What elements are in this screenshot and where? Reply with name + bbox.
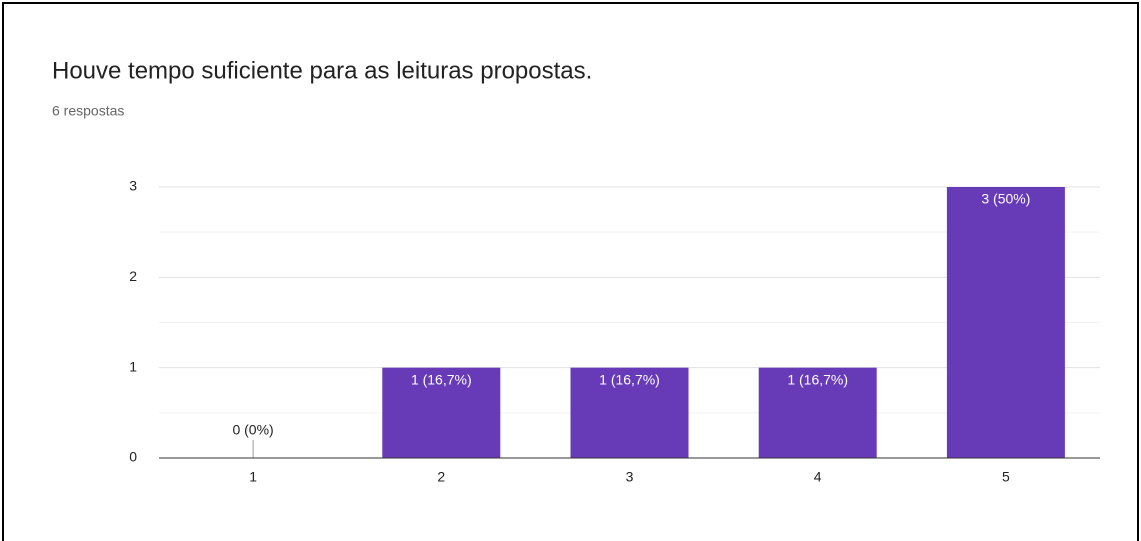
bar [570,367,689,458]
y-tick-label: 2 [129,268,137,284]
chart-title: Houve tempo suficiente para as leituras … [52,57,592,84]
bar [946,187,1065,458]
y-tick-label: 0 [129,449,137,465]
y-tick-label: 1 [129,358,137,374]
chart-subtitle: 6 respostas [52,103,124,119]
x-tick-label: 2 [437,469,445,485]
data-label: 1 (16,7%) [787,371,848,387]
x-tick-label: 4 [814,469,822,485]
x-tick-label: 1 [249,469,257,485]
data-label: 3 (50%) [981,191,1030,207]
x-tick-label: 5 [1002,469,1010,485]
bar [382,367,501,458]
data-label: 0 (0%) [232,422,273,438]
x-tick-label: 3 [626,469,634,485]
data-label: 1 (16,7%) [411,371,472,387]
data-label: 1 (16,7%) [599,371,660,387]
y-tick-label: 3 [129,178,137,194]
bar [758,367,877,458]
